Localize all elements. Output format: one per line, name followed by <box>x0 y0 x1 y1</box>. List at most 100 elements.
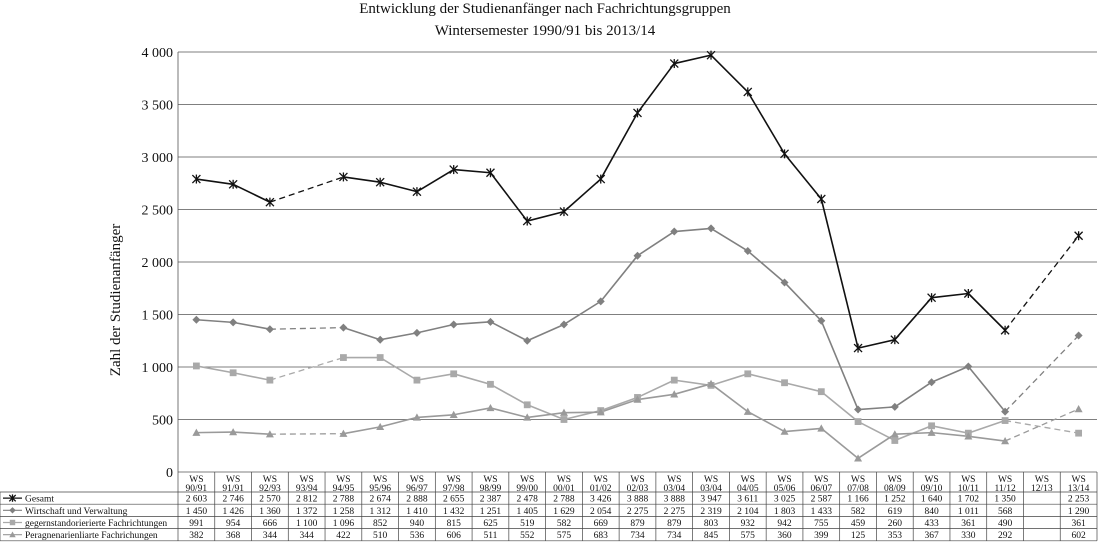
table-cell: 582 <box>557 519 572 529</box>
series-segment <box>747 373 785 384</box>
series-segment <box>379 181 418 193</box>
series-segment <box>232 183 271 203</box>
marker-square <box>192 362 200 370</box>
marker-diamond <box>265 325 274 334</box>
series-segment <box>1004 419 1079 434</box>
series-segment <box>783 153 822 200</box>
marker-diamond <box>559 320 568 329</box>
x-tick-label: 09/10 <box>921 484 943 494</box>
series-segment <box>894 431 932 435</box>
table-cell: 1 251 <box>480 507 502 517</box>
marker-diamond <box>743 246 752 255</box>
series-segment <box>710 54 749 93</box>
series-segment <box>710 227 749 252</box>
marker-star <box>1074 231 1084 241</box>
table-cell: 991 <box>189 519 204 529</box>
series-segment <box>1004 235 1080 331</box>
y-tick-label: 3 000 <box>142 151 174 166</box>
series-segment <box>967 292 1006 331</box>
table-cell: 1 640 <box>921 495 943 505</box>
series-segment <box>857 338 895 349</box>
marker-diamond <box>412 328 421 337</box>
table-cell: 2 888 <box>406 495 428 505</box>
x-tick-label: WS <box>741 475 755 485</box>
series-segment <box>526 323 565 342</box>
marker-star <box>338 172 348 182</box>
marker-star <box>927 293 937 303</box>
series-segment <box>820 320 859 410</box>
series-segment <box>453 168 491 174</box>
table-cell: 367 <box>924 531 939 541</box>
marker-diamond <box>486 317 495 326</box>
marker-star <box>522 216 532 226</box>
table-cell: 552 <box>520 531 535 541</box>
x-tick-label: WS <box>888 475 902 485</box>
series-segment <box>196 365 234 374</box>
marker-star <box>375 177 385 187</box>
marker-diamond <box>596 297 605 306</box>
marker-star <box>265 197 275 207</box>
marker-square <box>413 376 421 384</box>
marker-square <box>744 370 752 378</box>
x-tick-label: 13/14 <box>1068 484 1090 494</box>
marker-star <box>8 494 17 502</box>
series-segment <box>380 332 418 341</box>
y-tick-label: 0 <box>166 466 173 481</box>
table-cell: 879 <box>667 519 682 529</box>
series-segment <box>232 371 271 381</box>
marker-star <box>596 174 606 184</box>
series-segment <box>674 379 712 387</box>
table-cell: 1 166 <box>847 495 869 505</box>
table-cell: 1 803 <box>774 507 796 517</box>
series-line-group <box>196 383 1079 460</box>
marker-triangle <box>412 413 421 421</box>
marker-square <box>854 418 862 425</box>
chart-title: Entwicklung der Studienanfänger nach Fac… <box>359 1 731 17</box>
table-cell: 2 655 <box>443 495 465 505</box>
y-tick-label: 1 000 <box>142 361 174 376</box>
marker-triangle <box>9 531 16 538</box>
marker-square <box>670 376 678 384</box>
marker-triangle <box>523 413 532 421</box>
marker-triangle <box>265 430 274 438</box>
series-segment <box>820 391 859 423</box>
marker-star <box>816 194 826 204</box>
series-line-group <box>196 54 1080 349</box>
series-segment <box>416 373 454 381</box>
table-cell: 954 <box>226 519 241 529</box>
x-tick-label: WS <box>520 475 534 485</box>
x-tick-label: 92/93 <box>259 484 281 494</box>
table-cell: 619 <box>888 507 903 517</box>
table-cell: 361 <box>961 519 976 529</box>
marker-triangle <box>376 422 385 431</box>
table-cell: 582 <box>851 507 866 517</box>
table-cell: 1 629 <box>553 507 575 517</box>
marker-square <box>891 437 899 444</box>
marker-square <box>781 379 788 387</box>
table-cell: 1 360 <box>259 507 281 517</box>
x-tick-label: 90/91 <box>186 484 208 494</box>
table-cell: 734 <box>630 531 645 541</box>
table-cell: 3 888 <box>664 495 686 505</box>
x-tick-label: WS <box>557 475 571 485</box>
data-table: WS90/91WS91/91WS92/93WS93/94WS94/95WS95/… <box>0 472 1098 541</box>
table-cell: 942 <box>777 519 792 529</box>
table-cell: 519 <box>520 519 535 529</box>
table-cell: 510 <box>373 531 388 541</box>
table-cell: 382 <box>189 531 204 541</box>
marker-triangle <box>670 390 679 398</box>
table-cell: 490 <box>998 519 1013 529</box>
series-segment <box>453 407 491 416</box>
marker-star <box>706 50 716 60</box>
table-cell: 344 <box>263 531 278 541</box>
marker-square <box>523 401 531 409</box>
series-segment <box>636 63 675 114</box>
table-cell: 932 <box>741 519 756 529</box>
table-cell: 575 <box>557 531 572 541</box>
series-segment <box>600 255 639 302</box>
marker-star <box>449 165 459 175</box>
series-segment <box>820 427 859 459</box>
series-segment <box>196 431 234 434</box>
series-segment <box>600 398 638 413</box>
table-cell: 433 <box>924 519 939 529</box>
